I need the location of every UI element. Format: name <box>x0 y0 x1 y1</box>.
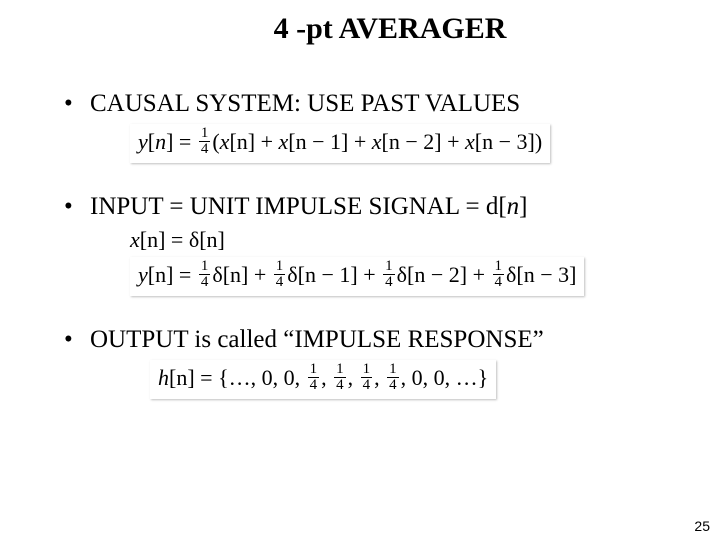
equation-input: x[n] = δ[n] <box>130 227 225 253</box>
b3-resp: IMPULSE RESPONSE <box>294 326 532 353</box>
slide: 4 -pt AVERAGER CAUSAL SYSTEM: USE PAST V… <box>0 0 720 540</box>
eq2-x: x <box>130 227 140 252</box>
bullet-input: INPUT = UNIT IMPULSE SIGNAL = d[n] <box>40 193 680 221</box>
eq3-f0: 14 <box>199 259 211 290</box>
b3-prefix: OUTPUT is called <box>90 326 283 353</box>
eq1-x0: x <box>220 129 230 154</box>
bullet-output: OUTPUT is called “IMPULSE RESPONSE” <box>40 326 680 354</box>
eq3-f3: 14 <box>493 259 505 290</box>
eq4-h: h <box>158 365 169 390</box>
equation-yout: y[n] = 14δ[n] + 14δ[n − 1] + 14δ[n − 2] … <box>130 257 584 296</box>
eq1-frac: 14 <box>199 126 211 157</box>
eq1-x1: x <box>279 129 289 154</box>
b2-prefix: INPUT = UNIT IMPULSE SIGNAL = <box>90 193 486 220</box>
eq1-x2: x <box>372 129 382 154</box>
eq3-f1: 14 <box>274 259 286 290</box>
eq2-delta: δ <box>189 227 199 252</box>
eq1-n: n <box>155 129 166 154</box>
eq1-x3: x <box>465 129 475 154</box>
eq3-y: y <box>138 262 148 287</box>
eq4-f2: 14 <box>361 362 373 393</box>
equation-causal: y[n] = 14(x[n] + x[n − 1] + x[n − 2] + x… <box>130 124 550 163</box>
eq4-f1: 14 <box>334 362 346 393</box>
slide-title: 4 -pt AVERAGER <box>100 12 680 46</box>
eq3-f2: 14 <box>383 259 395 290</box>
equation-impulse-response: h[n] = {…, 0, 0, 14, 14, 14, 14, 0, 0, …… <box>150 360 496 399</box>
eq2-text: x[n] = δ[n] <box>130 227 225 252</box>
page-number: 25 <box>694 518 710 534</box>
eq4-text: h[n] = {…, 0, 0, 14, 14, 14, 14, 0, 0, …… <box>158 365 488 390</box>
eq4-f0: 14 <box>308 362 320 393</box>
eq1-text: y[n] = 14(x[n] + x[n − 1] + x[n − 2] + x… <box>138 129 542 154</box>
eq1-equals: = <box>173 129 196 154</box>
eq1-y: y <box>138 129 148 154</box>
eq1-open: ( <box>212 129 219 154</box>
b2-n: n <box>507 193 520 220</box>
b2-delta: d <box>486 193 499 220</box>
bullet-causal: CAUSAL SYSTEM: USE PAST VALUES <box>40 90 680 118</box>
eq3-text: y[n] = 14δ[n] + 14δ[n − 1] + 14δ[n − 2] … <box>138 262 576 287</box>
eq1-close: ) <box>535 129 542 154</box>
eq4-f3: 14 <box>387 362 399 393</box>
